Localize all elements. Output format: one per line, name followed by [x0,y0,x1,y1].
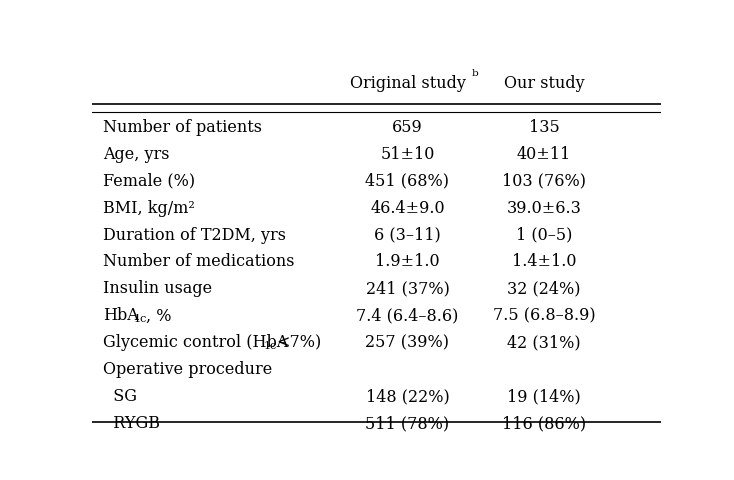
Text: 40±11: 40±11 [517,145,571,163]
Text: b: b [471,69,478,78]
Text: 148 (22%): 148 (22%) [366,388,449,406]
Text: 103 (76%): 103 (76%) [502,172,586,190]
Text: Our study: Our study [504,75,584,92]
Text: SG: SG [103,388,137,406]
Text: Number of medications: Number of medications [103,253,294,271]
Text: 1c: 1c [264,341,277,351]
Text: 7.5 (6.8–8.9): 7.5 (6.8–8.9) [493,308,595,324]
Text: 7.4 (6.4–8.6): 7.4 (6.4–8.6) [356,308,459,324]
Text: 51±10: 51±10 [380,145,435,163]
Text: HbA: HbA [103,308,139,324]
Text: 257 (39%): 257 (39%) [366,335,449,351]
Text: 1.9±1.0: 1.9±1.0 [375,253,440,271]
Text: , %: , % [146,308,172,324]
Text: BMI, kg/m²: BMI, kg/m² [103,200,195,216]
Text: 116 (86%): 116 (86%) [502,415,586,432]
Text: 1 (0–5): 1 (0–5) [516,227,573,243]
Text: 39.0±6.3: 39.0±6.3 [506,200,581,216]
Text: Number of patients: Number of patients [103,119,262,135]
Text: 42 (31%): 42 (31%) [507,335,581,351]
Text: Insulin usage: Insulin usage [103,280,212,298]
Text: Duration of T2DM, yrs: Duration of T2DM, yrs [103,227,286,243]
Text: Age, yrs: Age, yrs [103,145,170,163]
Text: 1.4±1.0: 1.4±1.0 [512,253,576,271]
Text: 46.4±9.0: 46.4±9.0 [370,200,445,216]
Text: Glycemic control (HbA: Glycemic control (HbA [103,335,288,351]
Text: 1c: 1c [134,314,148,324]
Text: 511 (78%): 511 (78%) [366,415,449,432]
Text: 659: 659 [392,119,423,135]
Text: 451 (68%): 451 (68%) [366,172,449,190]
Text: Operative procedure: Operative procedure [103,361,272,378]
Text: 19 (14%): 19 (14%) [507,388,581,406]
Text: RYGB: RYGB [103,415,160,432]
Text: 6 (3–11): 6 (3–11) [374,227,441,243]
Text: 32 (24%): 32 (24%) [507,280,581,298]
Text: <7%): <7%) [277,335,322,351]
Text: Original study: Original study [349,75,465,92]
Text: Female (%): Female (%) [103,172,195,190]
Text: 241 (37%): 241 (37%) [366,280,449,298]
Text: 135: 135 [528,119,559,135]
